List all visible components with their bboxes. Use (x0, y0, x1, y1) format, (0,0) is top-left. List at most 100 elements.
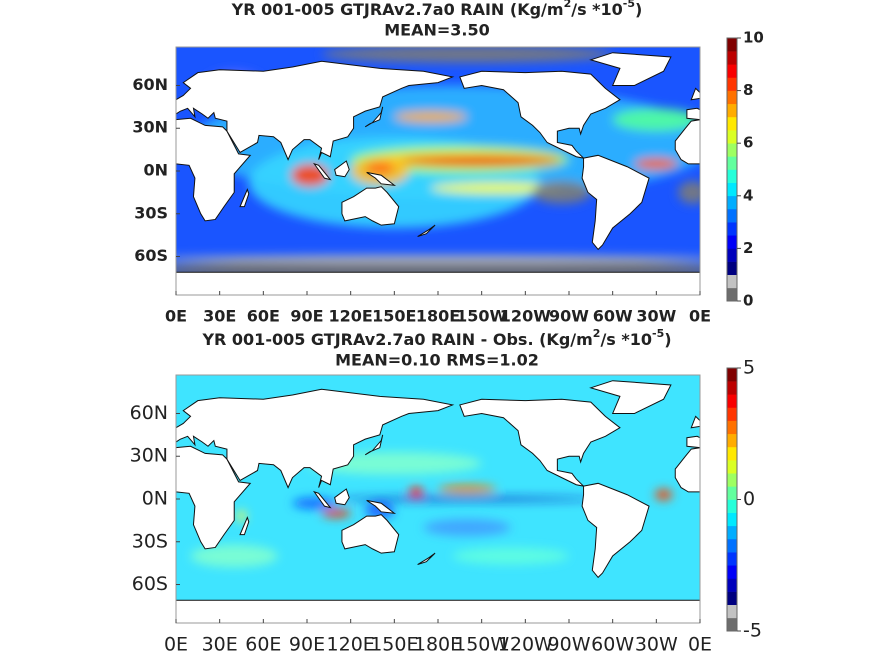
panel-subtitle: MEAN=0.10 RMS=1.02 (335, 351, 539, 370)
x-tick-label: 90E (290, 307, 323, 326)
x-tick-label: 0E (689, 307, 711, 326)
y-tick-label: 0N (142, 488, 168, 510)
colorbar-segment (727, 261, 737, 275)
colorbar-segment (727, 473, 737, 487)
colorbar-tick-label: 5 (743, 357, 755, 379)
panel-subtitle: MEAN=3.50 (384, 21, 490, 40)
x-tick-label: 60W (593, 307, 633, 326)
colorbar-segment (727, 274, 737, 289)
title-superscript: 2 (564, 0, 572, 10)
field-blob (654, 489, 673, 501)
land (364, 106, 384, 128)
panel-title: YR 001-005 GTJRAv2.7a0 RAIN (Kg/m2/s *10… (231, 0, 643, 19)
x-tick-label: 90W (548, 634, 591, 656)
land (366, 499, 397, 514)
x-tick-label: 90E (289, 634, 325, 656)
title-text: /s *10 (571, 0, 623, 19)
land (176, 599, 700, 623)
colorbar-segment (727, 460, 737, 474)
x-tick-label: 30W (635, 634, 678, 656)
land (459, 70, 621, 159)
land (176, 388, 455, 489)
land (589, 52, 672, 86)
land (341, 186, 400, 226)
x-tick-label: 150E (372, 307, 416, 326)
field-blob (237, 510, 246, 522)
colorbar-segment (727, 103, 737, 118)
land (674, 119, 700, 165)
colorbar-segment (727, 208, 737, 223)
title-text: YR 001-005 GTJRAv2.7a0 RAIN (Kg/m (231, 0, 564, 19)
land (417, 224, 436, 238)
colorbar-segment (727, 222, 737, 236)
land (581, 482, 650, 579)
x-tick-label: 0E (688, 634, 712, 656)
field-blob (423, 518, 511, 537)
land (176, 60, 455, 161)
x-tick-label: 180E (414, 634, 462, 656)
x-tick-label: 60E (247, 307, 280, 326)
field-blob (612, 108, 700, 132)
x-tick-label: 150W (456, 307, 507, 326)
y-tick-label: 30N (130, 445, 168, 467)
field-blob (176, 255, 700, 264)
land (364, 434, 384, 456)
field-blob (321, 47, 613, 63)
colorbar-segment (727, 525, 737, 540)
field-blob (190, 544, 278, 568)
x-tick-label: 150E (370, 634, 418, 656)
panel-title: YR 001-005 GTJRAv2.7a0 RAIN - Obs. (Kg/m… (201, 327, 671, 349)
title-superscript: 2 (593, 327, 601, 340)
colorbar-segment (727, 156, 737, 170)
colorbar-tick-label: 2 (743, 239, 753, 257)
field-blob (532, 180, 591, 204)
x-tick-label: 0E (165, 307, 187, 326)
x-tick-label: 30W (636, 307, 676, 326)
colorbar-segment (727, 130, 737, 144)
land (674, 447, 700, 493)
field-blob (401, 156, 562, 166)
land (176, 117, 252, 222)
x-tick-label: 90W (549, 307, 589, 326)
field-blob (678, 180, 700, 204)
title-superscript: -5 (623, 0, 635, 10)
title-text: ) (664, 330, 671, 349)
map-panel: YR 001-005 GTJRAv2.7a0 RAIN (Kg/m2/s *10… (132, 0, 764, 326)
colorbar-segment (727, 499, 737, 513)
colorbar-tick-label: 8 (743, 81, 753, 99)
colorbar-segment (727, 565, 737, 579)
colorbar-segment (727, 195, 737, 210)
field-blob (438, 484, 497, 494)
colorbar-segment (727, 433, 737, 448)
title-text: YR 001-005 GTJRAv2.7a0 RAIN - Obs. (Kg/m (201, 330, 592, 349)
colorbar-segment (727, 538, 737, 553)
field-blob (365, 162, 395, 174)
field-blob (321, 508, 351, 518)
map-field (176, 47, 700, 295)
x-tick-label: 30E (203, 307, 236, 326)
colorbar-segment (727, 182, 737, 197)
land (312, 162, 332, 181)
title-text: ) (635, 0, 642, 19)
colorbar-segment (727, 381, 737, 395)
colorbar-segment (727, 143, 737, 157)
colorbar-segment (727, 169, 737, 183)
y-tick-label: 60N (132, 75, 168, 94)
colorbar-segment (727, 90, 737, 105)
land (312, 490, 332, 509)
x-tick-label: 0E (164, 634, 188, 656)
colorbar-segment (727, 420, 737, 435)
land (690, 87, 700, 101)
land (239, 516, 250, 536)
y-tick-label: 60S (134, 246, 168, 265)
land (334, 488, 350, 506)
colorbar-tick-label: 0 (743, 292, 753, 310)
field-blob (452, 547, 569, 565)
x-tick-label: 120W (498, 634, 553, 656)
map-field (176, 375, 700, 623)
land (589, 380, 672, 414)
colorbar-tick-label: 0 (743, 488, 755, 510)
x-tick-label: 180E (416, 307, 460, 326)
colorbar-segment (727, 604, 737, 619)
